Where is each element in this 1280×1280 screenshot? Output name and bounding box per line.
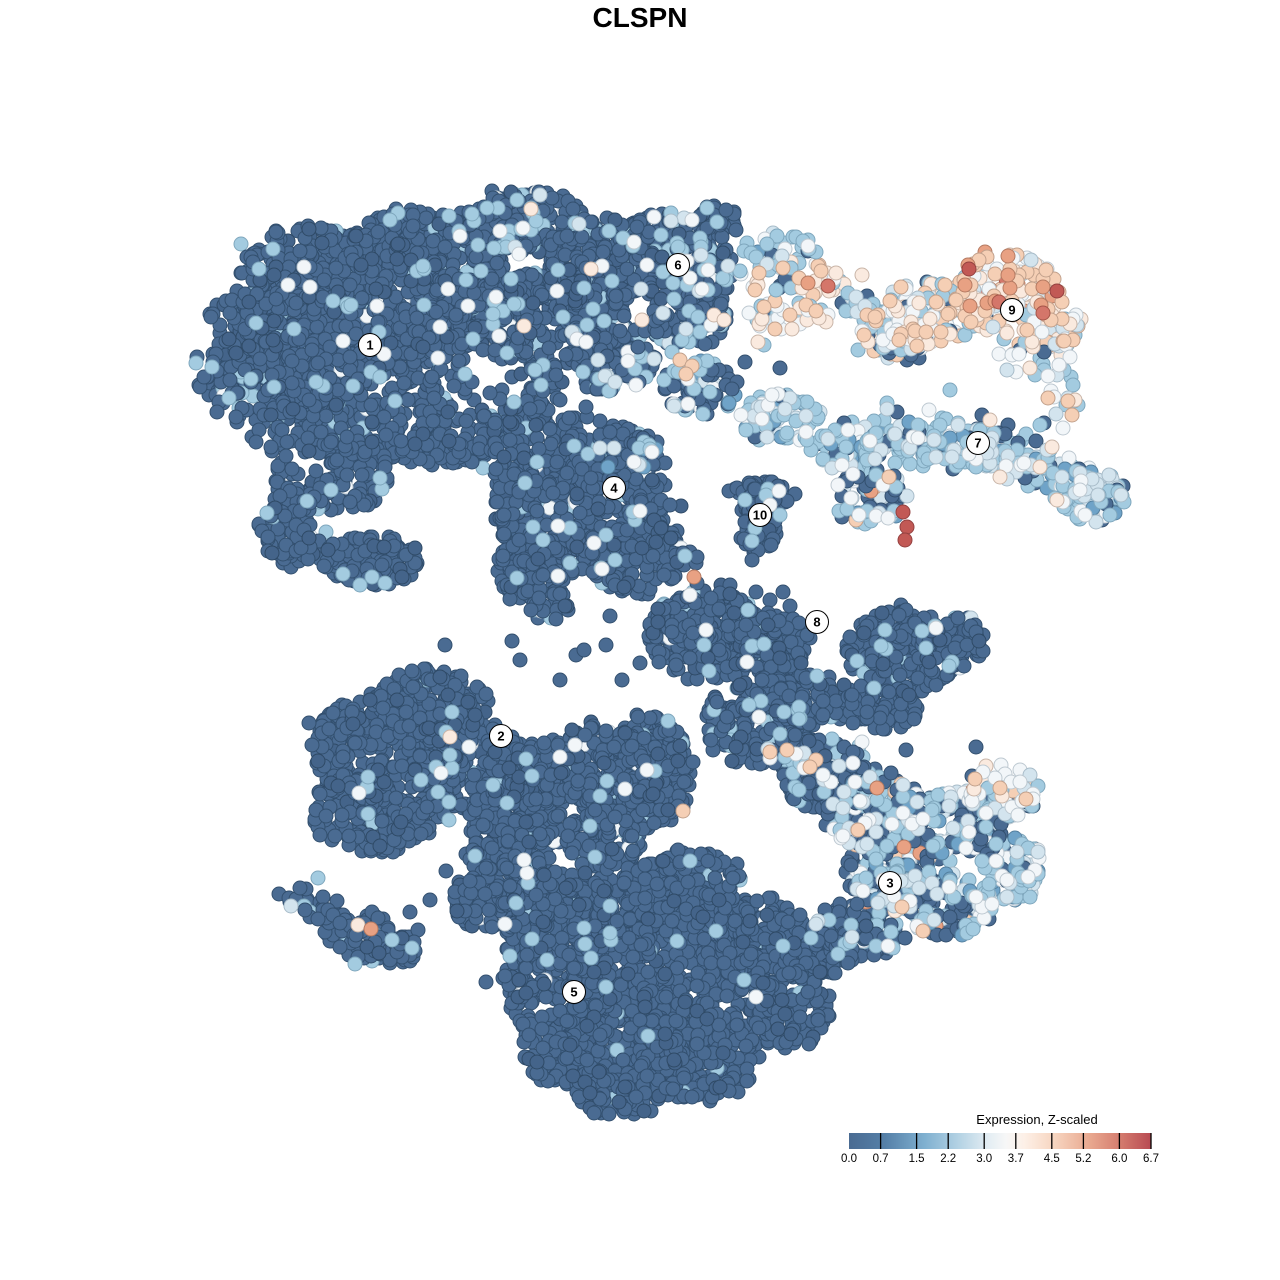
svg-text:CLSPN: CLSPN (593, 2, 688, 33)
